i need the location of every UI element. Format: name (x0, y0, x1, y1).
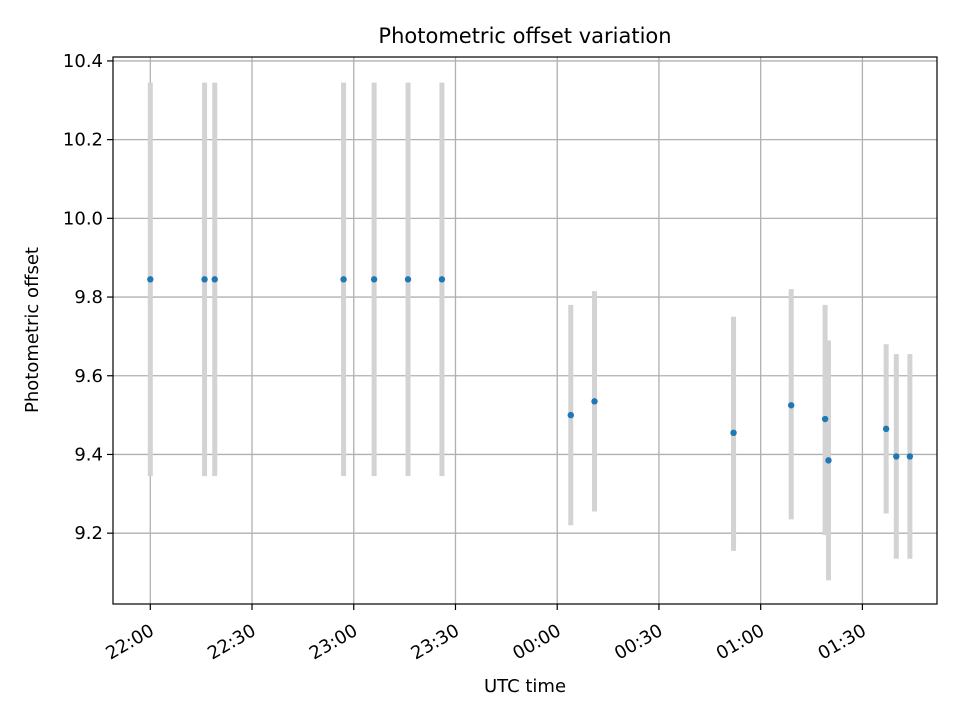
data-point (893, 453, 900, 460)
data-points (147, 276, 914, 464)
y-tick-label: 10.2 (63, 130, 103, 151)
data-point (825, 457, 832, 464)
data-point (211, 276, 218, 283)
data-point (821, 415, 829, 423)
data-point (201, 276, 208, 283)
x-tick-label: 23:00 (306, 620, 361, 664)
data-point (340, 276, 347, 283)
grid (113, 57, 937, 604)
error-bars (147, 82, 913, 581)
data-point (404, 276, 412, 283)
y-tick-label: 9.8 (74, 287, 103, 308)
x-tick-label: 00:00 (509, 620, 564, 664)
y-axis-ticks: 9.2 9.4 9.6 9.8 10.0 10.2 10.4 (63, 51, 113, 544)
data-point (730, 429, 737, 437)
x-tick-label: 22:00 (102, 620, 157, 664)
chart-title: Photometric offset variation (378, 24, 671, 48)
x-tick-label: 01:30 (814, 620, 869, 664)
x-tick-label: 01:00 (713, 620, 768, 664)
data-point (787, 402, 795, 409)
x-axis-ticks: 22:00 22:30 23:00 23:30 00:00 00:30 01:00 01:30 (102, 604, 870, 664)
y-tick-label: 9.6 (74, 366, 103, 387)
x-tick-label: 00:30 (611, 620, 666, 664)
x-axis-label: UTC time (484, 676, 566, 697)
data-point (906, 453, 914, 460)
y-axis-label: Photometric offset (22, 247, 43, 413)
data-point (591, 398, 598, 405)
y-tick-label: 10.0 (63, 208, 103, 229)
y-tick-label: 10.4 (63, 51, 103, 72)
x-tick-label: 23:30 (408, 620, 463, 664)
data-point (370, 276, 378, 283)
x-tick-label: 22:30 (204, 620, 259, 664)
data-point (882, 425, 890, 433)
data-point (567, 411, 574, 419)
data-point (438, 276, 446, 283)
data-point (147, 276, 154, 283)
plot-frame (112, 56, 938, 605)
y-tick-label: 9.4 (74, 444, 103, 465)
y-tick-label: 9.2 (74, 523, 103, 544)
